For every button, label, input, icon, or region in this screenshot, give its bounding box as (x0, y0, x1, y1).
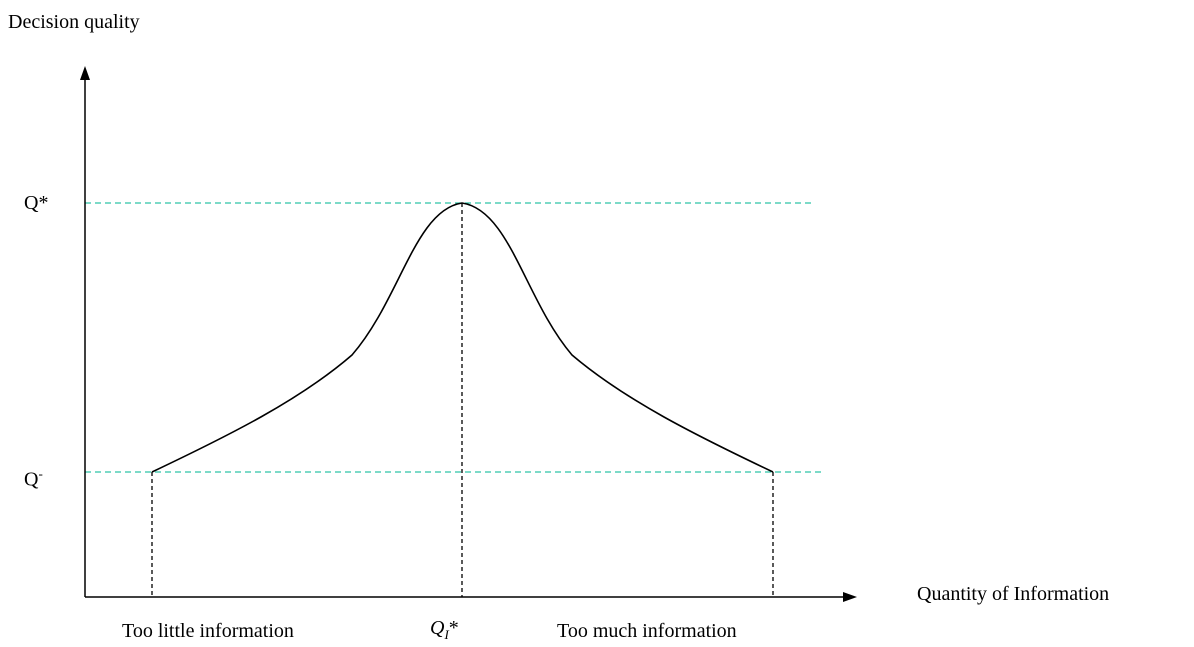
peak-quality-label: Q* (24, 191, 48, 215)
low-quality-label: Q- (24, 462, 43, 492)
peak-quality-base: Q (24, 192, 39, 214)
optimal-information-label: QI* (430, 616, 459, 647)
y-axis-arrowhead (80, 66, 90, 80)
x-axis-label: Quantity of Information (917, 583, 1110, 605)
x-axis-arrowhead (843, 592, 857, 602)
right-region-label: Too much information (557, 620, 737, 642)
left-region-label: Too little information (122, 620, 294, 642)
low-quality-sup: - (38, 466, 43, 481)
optimal-information-sub: I (444, 627, 449, 642)
y-axis-label: Decision quality (8, 11, 140, 33)
peak-quality-sup: * (38, 192, 49, 214)
decision-quality-curve (151, 202, 774, 473)
optimal-information-base: Q (430, 617, 445, 639)
low-quality-base: Q (24, 468, 39, 491)
optimal-information-sup: * (448, 617, 459, 639)
